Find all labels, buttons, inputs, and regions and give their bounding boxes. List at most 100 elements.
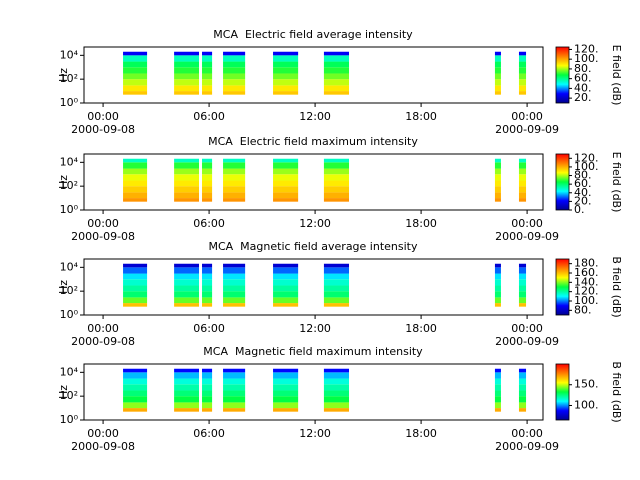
spectrogram-cell xyxy=(174,390,200,397)
spectrogram-cell xyxy=(323,267,350,274)
spectrogram-cell xyxy=(223,198,246,202)
x-tick-label: 18:00 xyxy=(405,322,437,335)
spectrogram-cell xyxy=(273,168,299,175)
spectrogram-cell xyxy=(202,186,213,193)
spectrogram-cell xyxy=(123,158,148,163)
spectrogram-cell xyxy=(518,273,527,280)
spectrogram-cell xyxy=(223,402,246,409)
y-tick-label: 10⁰ xyxy=(60,308,79,321)
y-tick-label: 10⁴ xyxy=(60,365,79,378)
spectrogram-cell xyxy=(494,91,501,95)
axes-frame xyxy=(83,153,544,211)
spectrogram-cell xyxy=(273,51,299,56)
spectrogram-cell xyxy=(123,174,148,181)
spectrogram-cell xyxy=(174,291,200,298)
spectrogram-cell xyxy=(223,51,246,56)
spectrogram-cell xyxy=(223,297,246,304)
spectrogram-cell xyxy=(494,408,501,412)
spectrogram-cell xyxy=(223,180,246,187)
spectrogram-cell xyxy=(494,378,501,385)
spectrogram-cell xyxy=(494,291,501,298)
colorbar-tick-label: 120. xyxy=(574,42,599,55)
spectrogram-cell xyxy=(202,402,213,409)
spectrogram-cell xyxy=(123,73,148,80)
spectrogram-cell xyxy=(174,55,200,62)
spectrogram-cell xyxy=(323,372,350,379)
spectrogram-cell xyxy=(323,285,350,292)
spectrogram-cell xyxy=(323,368,350,373)
spectrogram-cell xyxy=(494,180,501,187)
spectrogram-cell xyxy=(323,51,350,56)
x-tick-date: 2000-09-08 xyxy=(71,335,135,348)
spectrogram-cell xyxy=(518,263,527,268)
spectrogram-cell xyxy=(323,186,350,193)
spectrogram-cell xyxy=(202,384,213,391)
spectrogram-cell xyxy=(123,279,148,286)
spectrogram-cell xyxy=(518,85,527,92)
spectrogram-cell xyxy=(518,390,527,397)
spectrogram-cell xyxy=(123,285,148,292)
colorbar-tick-label: 100. xyxy=(574,160,599,173)
spectrogram-cell xyxy=(323,263,350,268)
spectrogram-cell xyxy=(273,73,299,80)
colorbar-tick-label: 100. xyxy=(574,294,599,307)
spectrogram-cell xyxy=(323,192,350,199)
colorbar-tick-label: 60. xyxy=(574,72,592,85)
spectrogram-cell xyxy=(323,279,350,286)
spectrogram-cell xyxy=(494,198,501,202)
x-tick-label: 00:00 xyxy=(511,427,543,440)
spectrogram-cell xyxy=(123,297,148,304)
colorbar-tick-label: 160. xyxy=(574,266,599,279)
x-tick-label: 06:00 xyxy=(193,110,225,123)
x-tick-date: 2000-09-08 xyxy=(71,123,135,136)
spectrogram-cell xyxy=(123,372,148,379)
y-axis-label: Hz xyxy=(57,385,70,399)
colorbar-tick-label: 180. xyxy=(574,257,599,270)
spectrogram-cell xyxy=(273,180,299,187)
spectrogram-cell xyxy=(123,390,148,397)
spectrogram-cell xyxy=(494,263,501,268)
colorbar-tick-label: 80. xyxy=(574,169,592,182)
spectrogram-cell xyxy=(518,61,527,68)
spectrogram-cell xyxy=(223,91,246,95)
spectrogram-cell xyxy=(323,61,350,68)
spectrogram-cell xyxy=(494,186,501,193)
spectrogram-cell xyxy=(494,174,501,181)
spectrogram-cell xyxy=(518,378,527,385)
spectrogram-cell xyxy=(494,73,501,80)
spectrogram-cell xyxy=(202,368,213,373)
spectrogram-cell xyxy=(494,55,501,62)
spectrogram-cell xyxy=(223,73,246,80)
spectrogram-cell xyxy=(123,384,148,391)
spectrogram-cell xyxy=(273,198,299,202)
colorbar-label: B field (dB) xyxy=(610,256,623,317)
x-tick-label: 06:00 xyxy=(193,322,225,335)
axes-frame xyxy=(83,46,544,104)
spectrogram-cell xyxy=(223,174,246,181)
spectrogram-cell xyxy=(273,402,299,409)
x-tick-label: 00:00 xyxy=(87,322,119,335)
spectrogram-cell xyxy=(174,174,200,181)
x-tick-label: 18:00 xyxy=(405,217,437,230)
spectrogram-cell xyxy=(123,61,148,68)
y-tick-label: 10² xyxy=(60,389,78,402)
colorbar xyxy=(555,153,570,211)
spectrogram-cell xyxy=(494,61,501,68)
spectrogram-cell xyxy=(174,402,200,409)
spectrogram-cell xyxy=(123,186,148,193)
spectrogram-cell xyxy=(174,297,200,304)
spectrogram-cell xyxy=(123,408,148,412)
chart-title: MCA Magnetic field average intensity xyxy=(208,240,417,253)
x-tick-label: 12:00 xyxy=(299,322,331,335)
spectrogram-cell xyxy=(202,174,213,181)
spectrogram-cell xyxy=(202,263,213,268)
spectrogram-cell xyxy=(202,73,213,80)
spectrogram-cell xyxy=(273,267,299,274)
y-axis-label: Hz xyxy=(57,280,70,294)
x-tick-label: 00:00 xyxy=(87,110,119,123)
x-tick-label: 00:00 xyxy=(87,217,119,230)
spectrogram-cell xyxy=(273,396,299,403)
y-tick-label: 10⁴ xyxy=(60,155,79,168)
spectrogram-cell xyxy=(123,396,148,403)
